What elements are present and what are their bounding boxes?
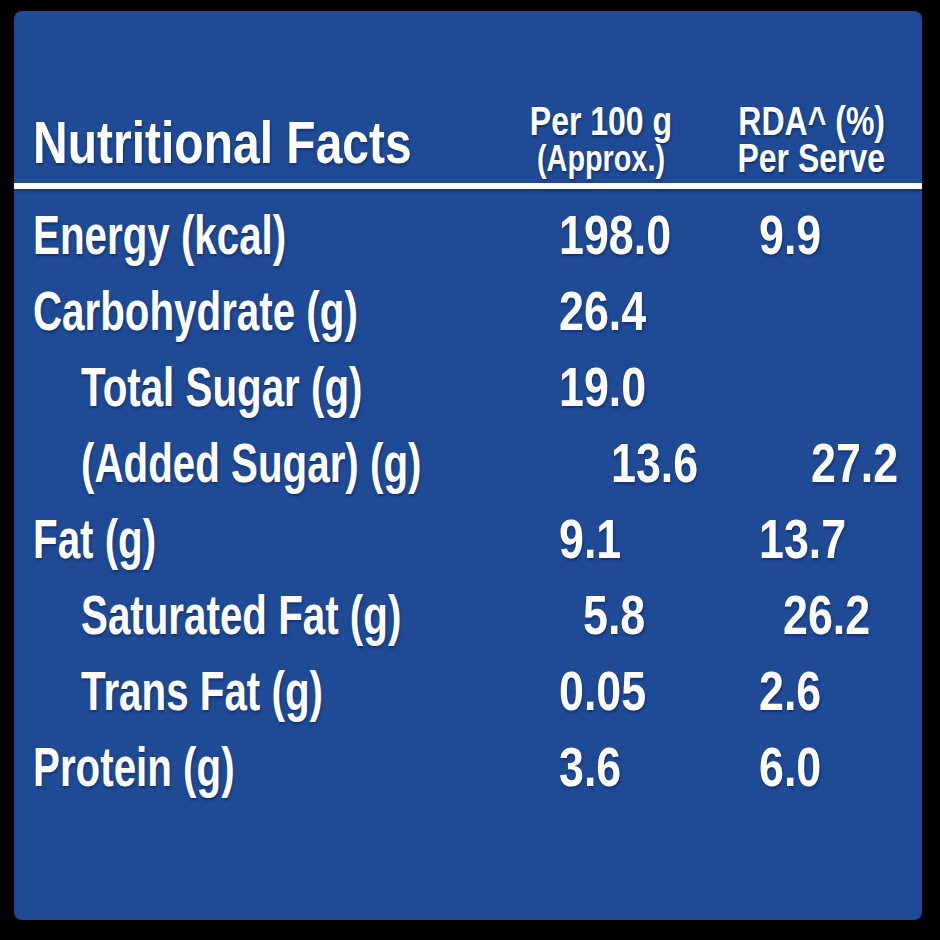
per-100g-header-line1: Per 100 g <box>530 103 672 140</box>
row-value-text: 3.6 <box>559 729 621 805</box>
table-row: (Added Sugar) (g) 13.6 27.2 <box>14 425 922 501</box>
row-value-rda: 2.6 <box>692 653 922 729</box>
nutrition-rows: Energy (kcal) 198.0 9.9 Carbohydrate (g)… <box>14 189 922 805</box>
rda-header-line1: RDA^ (%) <box>738 103 885 140</box>
row-value-rda: 6.0 <box>692 729 922 805</box>
row-value-text: 198.0 <box>559 197 671 273</box>
row-value-text: 13.6 <box>611 425 698 501</box>
page-title-text: Nutritional Facts <box>33 113 412 173</box>
table-row: Carbohydrate (g) 26.4 <box>14 273 922 349</box>
row-value-per-100g: 19.0 <box>502 349 692 425</box>
row-value-per-100g: 9.1 <box>502 501 692 577</box>
row-label-text: Saturated Fat (g) <box>81 577 401 653</box>
table-row: Trans Fat (g) 0.05 2.6 <box>14 653 922 729</box>
row-label: Carbohydrate (g) <box>14 273 502 349</box>
row-rda-text: 2.6 <box>759 653 821 729</box>
row-rda-text: 13.7 <box>759 501 846 577</box>
rda-header-line2: Per Serve <box>738 140 886 177</box>
column-header-rda: RDA^ (%) Per Serve <box>696 103 922 177</box>
row-label-text: Energy (kcal) <box>33 197 286 273</box>
row-value-per-100g: 13.6 <box>554 425 744 501</box>
row-value-text: 5.8 <box>583 577 645 653</box>
row-value-per-100g: 0.05 <box>502 653 692 729</box>
row-value-per-100g: 26.4 <box>502 273 692 349</box>
row-value-text: 9.1 <box>559 501 621 577</box>
row-label: Protein (g) <box>14 729 502 805</box>
row-label: (Added Sugar) (g) <box>14 425 554 501</box>
row-value-rda: 27.2 <box>744 425 922 501</box>
table-row: Energy (kcal) 198.0 9.9 <box>14 197 922 273</box>
row-rda-text: 27.2 <box>811 425 898 501</box>
row-label-text: Protein (g) <box>33 729 235 805</box>
row-label: Total Sugar (g) <box>14 349 502 425</box>
row-value-text: 0.05 <box>559 653 646 729</box>
row-value-text: 19.0 <box>559 349 646 425</box>
page-title: Nutritional Facts <box>14 113 506 173</box>
row-label-text: Fat (g) <box>33 501 156 577</box>
column-header-per-100g: Per 100 g (Approx.) <box>506 103 696 177</box>
row-value-rda <box>692 349 922 425</box>
row-label-text: Total Sugar (g) <box>81 349 362 425</box>
table-row: Fat (g) 9.1 13.7 <box>14 501 922 577</box>
table-row: Total Sugar (g) 19.0 <box>14 349 922 425</box>
table-header: Nutritional Facts Per 100 g (Approx.) RD… <box>14 11 922 183</box>
row-value-per-100g: 5.8 <box>526 577 716 653</box>
label-frame: Nutritional Facts Per 100 g (Approx.) RD… <box>0 0 940 940</box>
row-value-rda <box>692 273 922 349</box>
row-label: Saturated Fat (g) <box>14 577 526 653</box>
row-value-text: 26.4 <box>559 273 646 349</box>
row-label: Fat (g) <box>14 501 502 577</box>
row-value-rda: 26.2 <box>716 577 922 653</box>
nutrition-panel: Nutritional Facts Per 100 g (Approx.) RD… <box>14 11 922 920</box>
row-value-per-100g: 3.6 <box>502 729 692 805</box>
row-label: Trans Fat (g) <box>14 653 502 729</box>
row-rda-text: 26.2 <box>783 577 870 653</box>
row-value-rda: 13.7 <box>692 501 922 577</box>
row-rda-text: 9.9 <box>759 197 821 273</box>
row-label-text: Trans Fat (g) <box>81 653 323 729</box>
row-label: Energy (kcal) <box>14 197 502 273</box>
row-label-text: (Added Sugar) (g) <box>81 425 421 501</box>
table-row: Protein (g) 3.6 6.0 <box>14 729 922 805</box>
row-value-rda: 9.9 <box>692 197 922 273</box>
row-value-per-100g: 198.0 <box>502 197 692 273</box>
row-rda-text: 6.0 <box>759 729 821 805</box>
per-100g-header-line2: (Approx.) <box>537 140 665 177</box>
table-row: Saturated Fat (g) 5.8 26.2 <box>14 577 922 653</box>
row-label-text: Carbohydrate (g) <box>33 273 358 349</box>
